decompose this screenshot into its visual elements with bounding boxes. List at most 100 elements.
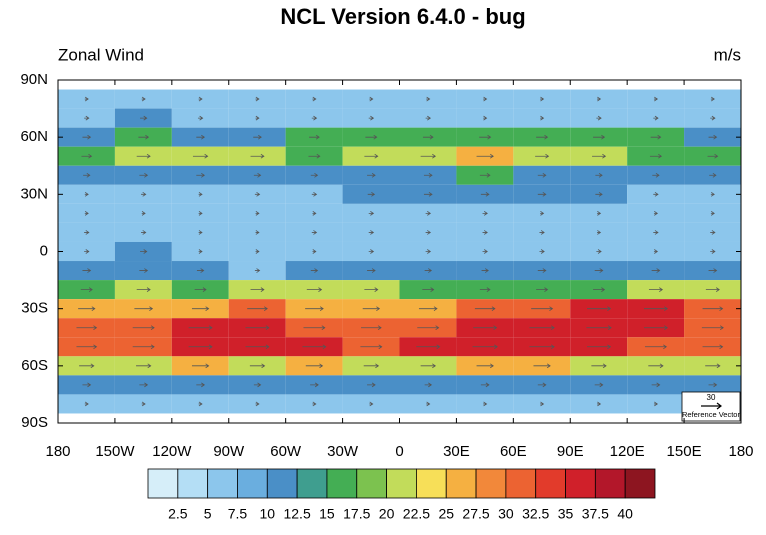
reference-vector-box: 30 Reference Vector [681,391,740,422]
x-tick-label: 30E [443,443,470,460]
colorbar-box [505,468,537,499]
wind-vector [418,306,438,311]
wind-vector [81,153,93,159]
colorbar-box [475,468,507,499]
wind-vector [253,134,262,140]
colorbar-label: 7.5 [228,506,248,522]
wind-vector [197,115,204,121]
wind-vector [84,96,89,102]
wind-vector [367,192,376,197]
wind-vector [250,287,265,292]
wind-vector [536,134,549,140]
wind-vector [708,134,718,140]
wind-vector [76,344,98,350]
wind-vector [705,363,721,369]
right-string: m/s [714,45,741,64]
colorbar-label: 25 [438,506,454,522]
wind-vector [539,249,545,254]
wind-vector [651,382,661,388]
x-tick-label: 120W [152,443,192,460]
wind-vector [643,325,669,331]
wind-vector [482,249,488,254]
wind-vector [76,325,98,331]
wind-vector [255,230,260,235]
colorbar-label: 20 [379,506,395,522]
wind-vector [367,268,376,273]
wind-vector [705,287,720,292]
wind-vector [481,268,489,273]
reference-magnitude: 30 [707,393,716,402]
wind-vector [425,115,432,121]
wind-vector [424,268,433,273]
wind-vector [188,344,213,350]
x-tick-label: 30W [327,443,359,460]
wind-vector [650,134,662,140]
wind-vector [82,382,92,388]
colorbar-label: 22.5 [403,506,430,522]
wind-vector [476,363,494,369]
colorbar-label: 17.5 [343,506,370,522]
wind-vector [425,249,432,254]
wind-vector [710,96,715,102]
wind-vector [255,211,260,216]
wind-vector [483,401,488,407]
wind-vector [79,363,95,369]
wind-vector [587,306,612,311]
wind-vector [653,96,659,102]
vectors [76,96,724,407]
wind-vector [247,306,268,311]
wind-vector [141,401,146,407]
wind-vector [84,249,90,254]
colorbar-label: 10 [260,506,276,522]
wind-vector [643,306,669,311]
wind-vector [191,363,210,369]
wind-vector [136,363,152,369]
wind-vector [648,363,664,369]
wind-vector [472,344,498,350]
wind-vector [595,172,603,178]
wind-vector [249,363,266,369]
wind-vector [482,230,488,235]
wind-vector [255,249,260,254]
wind-vector [198,211,203,216]
wind-vector [540,115,545,121]
y-tick-label: 90N [20,71,48,88]
wind-vector [84,230,90,235]
wind-vector [596,249,602,254]
wind-vector [141,230,147,235]
wind-vector [422,134,434,140]
wind-vector [311,192,318,197]
wind-vector [473,325,498,331]
colorbar-box [535,468,566,499]
wind-vector [141,96,146,102]
wind-vector [702,344,724,350]
wind-vector [482,211,488,216]
wind-vector [535,153,550,159]
wind-vector [531,306,554,311]
wind-vector [596,115,602,121]
colorbar-box [266,468,298,499]
wind-vector [422,287,435,292]
wind-vector [653,401,659,407]
wind-vector [196,268,205,273]
wind-vector [83,172,91,178]
x-tick-label: 60E [500,443,527,460]
wind-vector [537,172,547,178]
x-tick-label: 0 [395,443,403,460]
wind-vector [587,344,612,350]
wind-vector [140,115,148,121]
colorbar-box [386,468,417,499]
wind-vector [310,382,319,388]
y-tick-label: 30N [20,185,48,202]
wind-vector [649,153,663,159]
colorbar-label: 35 [558,506,574,522]
wind-vector [312,249,317,254]
wind-vector [537,268,547,273]
wind-vector [82,268,92,273]
wind-vector [536,287,549,292]
wind-vector [188,325,213,331]
colorbar-box [326,468,358,499]
x-tick-label: 60W [270,443,302,460]
wind-vector [141,211,146,216]
